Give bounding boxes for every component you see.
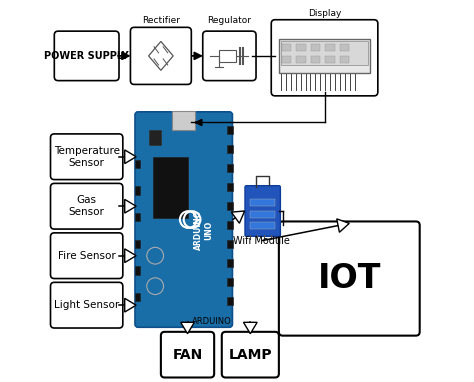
Text: Wifi Module: Wifi Module <box>233 236 290 246</box>
Text: Temperature
Sensor: Temperature Sensor <box>54 146 119 168</box>
Bar <box>135 160 139 168</box>
FancyBboxPatch shape <box>135 112 232 327</box>
Text: Display: Display <box>308 9 341 18</box>
Bar <box>228 240 233 248</box>
Bar <box>282 44 292 51</box>
Text: ARDUINO: ARDUINO <box>192 317 232 326</box>
Text: ARDUINO
UNO: ARDUINO UNO <box>194 210 213 250</box>
Polygon shape <box>181 322 194 334</box>
Bar <box>228 163 233 172</box>
Bar <box>296 56 306 63</box>
Text: Fire Sensor: Fire Sensor <box>58 251 116 261</box>
Text: Rectifier: Rectifier <box>142 16 180 26</box>
Polygon shape <box>125 249 136 262</box>
Polygon shape <box>125 199 136 213</box>
Bar <box>228 297 233 305</box>
Bar <box>279 39 370 73</box>
Text: POWER SUPPLY: POWER SUPPLY <box>45 51 129 61</box>
Bar <box>135 186 139 195</box>
FancyBboxPatch shape <box>130 28 191 84</box>
Bar <box>135 293 139 301</box>
Bar <box>228 221 233 229</box>
FancyBboxPatch shape <box>279 222 419 336</box>
Bar <box>228 144 233 153</box>
Polygon shape <box>337 219 349 232</box>
Bar <box>172 111 195 130</box>
Polygon shape <box>125 150 136 163</box>
Bar <box>281 40 368 65</box>
FancyBboxPatch shape <box>161 332 214 377</box>
Text: Light Sensor: Light Sensor <box>54 300 119 310</box>
Bar <box>228 202 233 210</box>
Polygon shape <box>244 322 257 334</box>
Polygon shape <box>125 298 136 312</box>
FancyBboxPatch shape <box>245 186 281 236</box>
Bar <box>325 56 335 63</box>
FancyBboxPatch shape <box>51 282 123 328</box>
Bar <box>135 240 139 248</box>
Bar <box>311 56 320 63</box>
Text: IOT: IOT <box>318 262 381 295</box>
FancyBboxPatch shape <box>51 233 123 278</box>
Bar <box>250 222 275 229</box>
Bar <box>219 50 236 62</box>
Text: Regulator: Regulator <box>208 16 251 26</box>
FancyBboxPatch shape <box>55 31 119 81</box>
Bar <box>340 44 349 51</box>
Bar <box>250 199 275 206</box>
FancyBboxPatch shape <box>222 332 279 377</box>
Bar <box>228 278 233 286</box>
Bar <box>228 259 233 267</box>
Bar <box>296 44 306 51</box>
Bar <box>135 266 139 275</box>
Text: FAN: FAN <box>173 348 203 362</box>
Polygon shape <box>231 211 245 223</box>
FancyBboxPatch shape <box>51 134 123 180</box>
Bar <box>153 157 188 218</box>
Bar <box>228 126 233 134</box>
Bar <box>311 44 320 51</box>
Bar <box>135 213 139 222</box>
Bar <box>149 130 161 145</box>
Bar <box>228 183 233 191</box>
Text: LAMP: LAMP <box>228 348 272 362</box>
Bar <box>325 44 335 51</box>
FancyBboxPatch shape <box>271 20 378 96</box>
FancyBboxPatch shape <box>51 183 123 229</box>
Bar <box>282 56 292 63</box>
Bar <box>250 211 275 218</box>
Text: Gas
Sensor: Gas Sensor <box>69 196 105 217</box>
Bar <box>340 56 349 63</box>
FancyBboxPatch shape <box>203 31 256 81</box>
